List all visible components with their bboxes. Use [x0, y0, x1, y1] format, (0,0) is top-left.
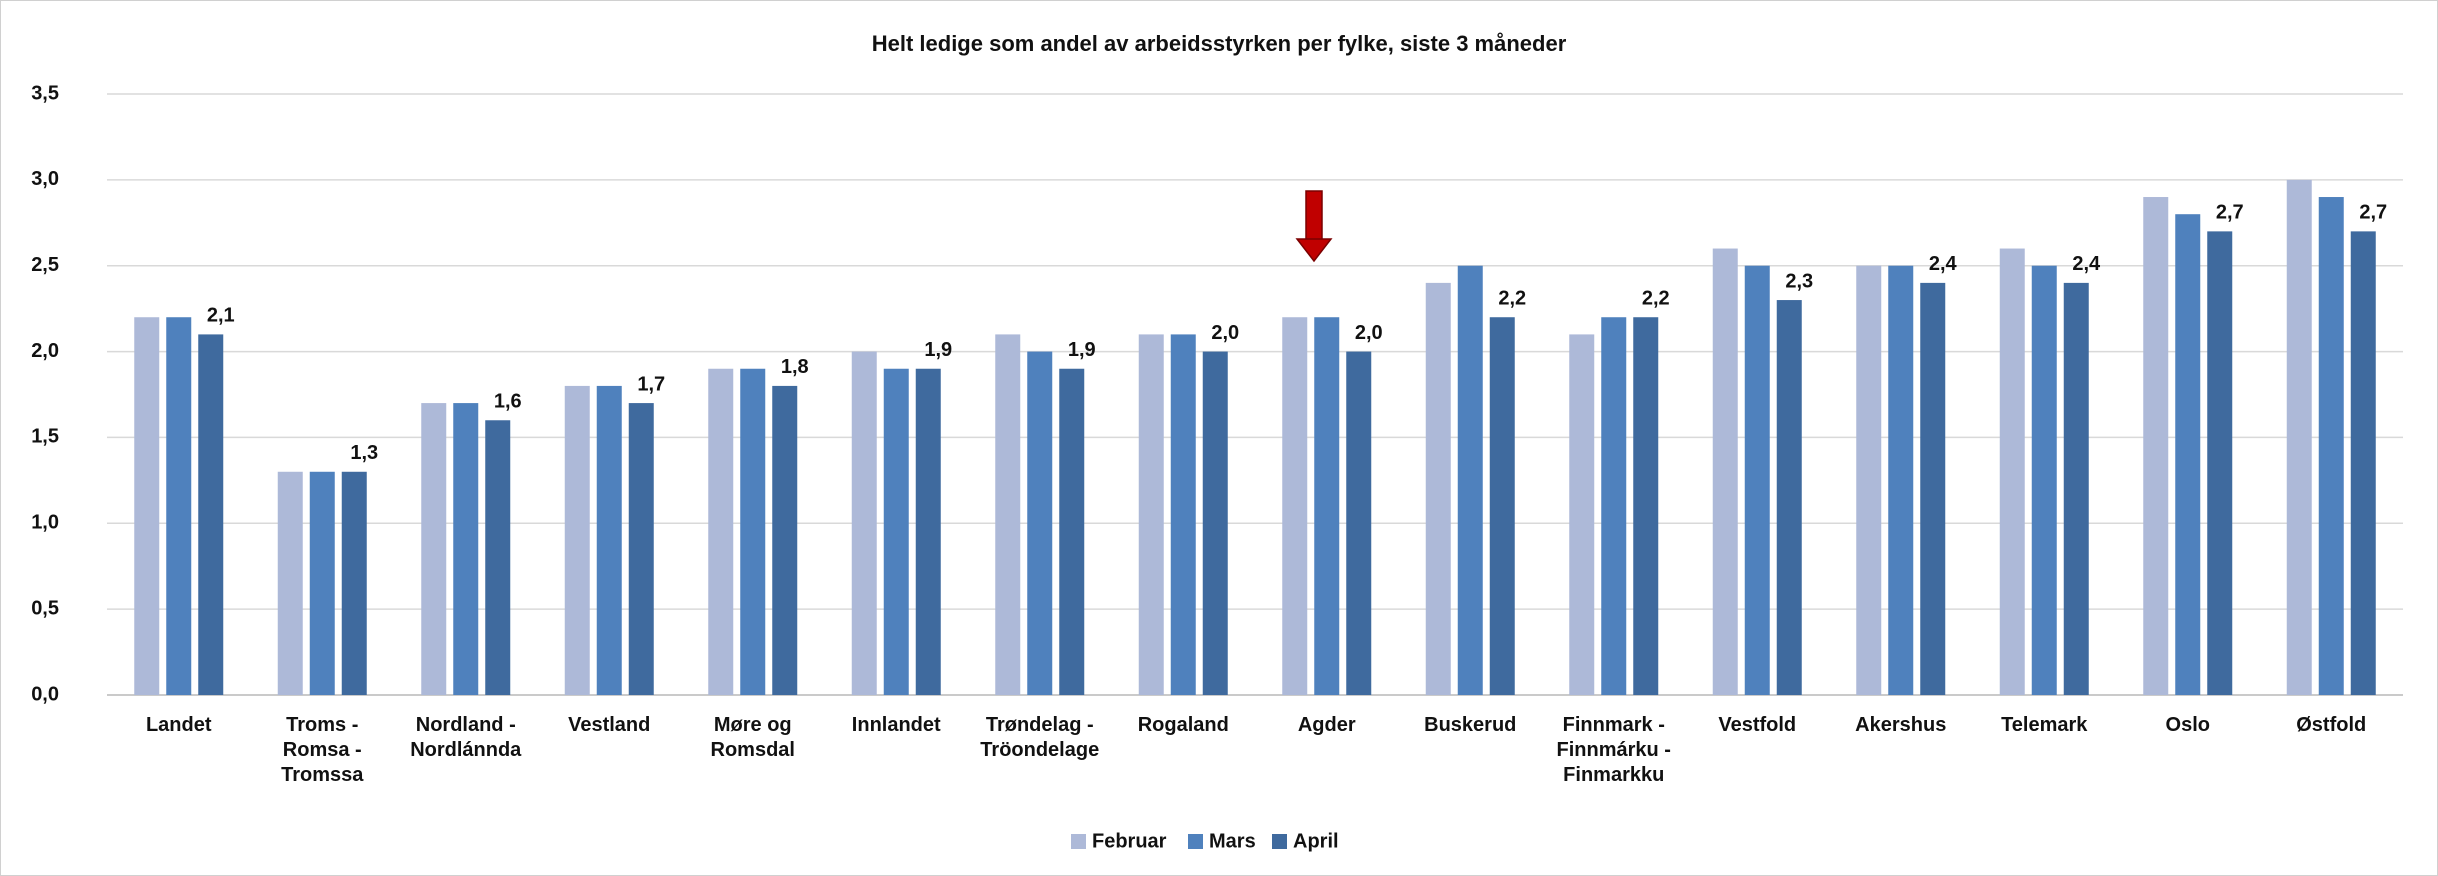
legend-swatch: [1188, 834, 1203, 849]
bar: [341, 471, 367, 695]
data-label: 1,9: [924, 339, 952, 361]
bar: [851, 351, 877, 695]
bar: [995, 334, 1021, 695]
x-tick-label: Buskerud: [1424, 714, 1517, 736]
x-tick-label: Troms - Romsa - Tromssa: [281, 714, 364, 786]
bar: [166, 317, 192, 695]
y-tick-label: 1,5: [31, 426, 59, 448]
legend-label: Februar: [1092, 830, 1167, 852]
bar: [1856, 265, 1882, 695]
bar: [564, 385, 590, 695]
x-tick-label: Finnmark - Finnmárku - Finmarkku: [1556, 714, 1671, 786]
bar: [740, 368, 766, 695]
bar: [1170, 334, 1196, 695]
bar: [485, 420, 511, 695]
bar: [1489, 317, 1515, 695]
x-tick-label: Vestfold: [1718, 714, 1797, 736]
agder-arrow: [1295, 190, 1333, 263]
bar: [2318, 197, 2344, 695]
bar: [596, 385, 622, 695]
bar: [134, 317, 160, 695]
bar: [1776, 300, 1802, 695]
bar: [2350, 231, 2376, 695]
y-tick-label: 1,0: [31, 512, 59, 534]
bar: [2063, 282, 2089, 695]
data-label: 2,4: [2072, 253, 2101, 275]
bar: [1202, 351, 1228, 695]
bar: [1888, 265, 1914, 695]
x-tick-label: Agder: [1297, 714, 1356, 736]
y-tick-label: 0,0: [31, 683, 59, 705]
data-label: 2,7: [2216, 202, 2244, 224]
bar: [1314, 317, 1340, 695]
y-tick-label: 3,5: [31, 82, 59, 104]
data-label: 2,0: [1355, 322, 1383, 344]
bar: [198, 334, 224, 695]
bar: [1999, 248, 2025, 696]
data-label: 2,0: [1211, 322, 1239, 344]
bar: [1138, 334, 1164, 695]
bar: [309, 471, 335, 695]
bar: [2031, 265, 2057, 695]
x-tick-label: Telemark: [2001, 714, 2088, 736]
bar: [1457, 265, 1483, 695]
bar: [2143, 197, 2169, 695]
bar: [772, 385, 798, 695]
data-label: 2,2: [1642, 288, 1670, 310]
bar: [2286, 179, 2312, 695]
x-tick-label: Vestland: [568, 714, 651, 736]
x-tick-label: Møre og Romsdal: [710, 714, 795, 761]
data-label: 2,3: [1785, 270, 1813, 292]
legend-swatch: [1272, 834, 1287, 849]
bar: [1744, 265, 1770, 695]
data-label: 1,6: [494, 391, 522, 413]
x-tick-label: Nordland - Nordlánnda: [410, 714, 522, 761]
bar: [1282, 317, 1308, 695]
bar: [1425, 282, 1451, 695]
bar: [1633, 317, 1659, 695]
bar: [1569, 334, 1595, 695]
legend-label: Mars: [1209, 830, 1256, 852]
y-tick-label: 2,5: [31, 254, 59, 276]
bar: [2207, 231, 2233, 695]
data-label: 1,8: [781, 356, 809, 378]
x-tick-label: Oslo: [2165, 714, 2210, 736]
y-tick-label: 2,0: [31, 340, 59, 362]
chart-title: Helt ledige som andel av arbeidsstyrken …: [872, 31, 1567, 56]
data-label: 1,7: [637, 373, 665, 395]
bar: [277, 471, 303, 695]
bar: [453, 403, 479, 695]
legend-swatch: [1071, 834, 1086, 849]
bar: [1059, 368, 1085, 695]
bar: [883, 368, 909, 695]
x-tick-label: Østfold: [2296, 714, 2367, 736]
data-label: 2,2: [1498, 288, 1526, 310]
bar: [2175, 214, 2201, 695]
x-tick-label: Innlandet: [851, 714, 941, 736]
x-tick-label: Landet: [145, 714, 212, 736]
bar: [915, 368, 941, 695]
data-label: 1,3: [350, 442, 378, 464]
bar: [1920, 282, 1946, 695]
data-label: 2,7: [2359, 202, 2387, 224]
data-label: 2,4: [1929, 253, 1958, 275]
x-tick-label: Akershus: [1855, 714, 1947, 736]
data-label: 1,9: [1068, 339, 1096, 361]
x-tick-label: Rogaland: [1137, 714, 1229, 736]
bar: [628, 403, 654, 695]
data-label: 2,1: [207, 305, 235, 327]
bar: [1027, 351, 1053, 695]
x-tick-label: Trøndelag - Tröondelage: [980, 714, 1100, 761]
legend-label: April: [1293, 830, 1339, 852]
bar: [1346, 351, 1372, 695]
y-tick-label: 3,0: [31, 168, 59, 190]
bar: [421, 403, 447, 695]
bar: [708, 368, 734, 695]
y-tick-label: 0,5: [31, 597, 59, 619]
bar: [1712, 248, 1738, 696]
bar: [1601, 317, 1627, 695]
